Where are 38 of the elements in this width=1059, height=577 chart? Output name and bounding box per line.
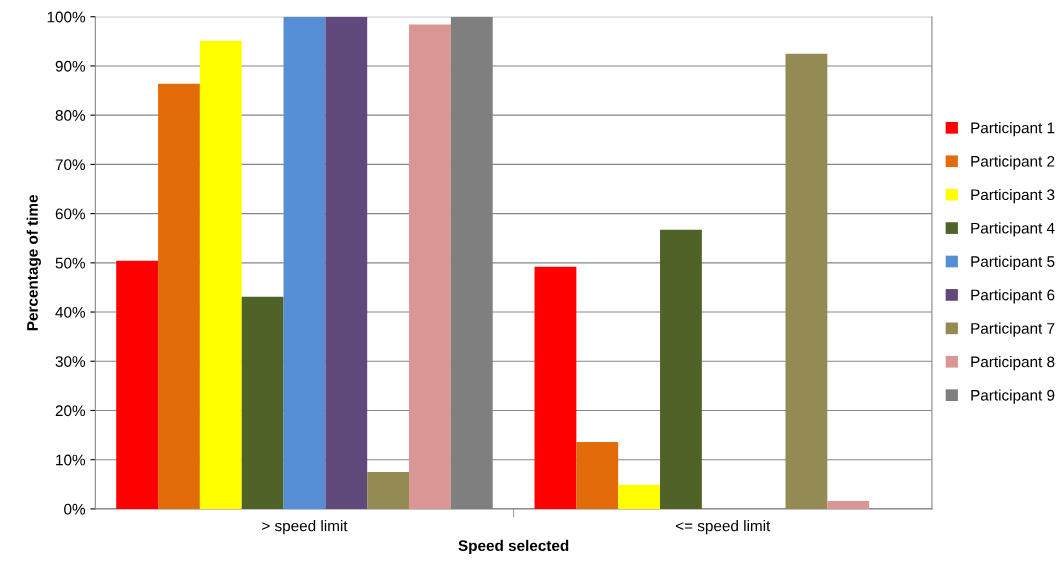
legend-label: Participant 7: [971, 322, 1055, 337]
bar: [325, 16, 368, 509]
bar: [827, 501, 870, 509]
bar: [283, 16, 326, 509]
y-tick-label: 40%: [55, 306, 86, 318]
bar: [409, 24, 451, 509]
y-tick-label: 20%: [55, 405, 86, 417]
bar: [618, 484, 661, 509]
x-tick-label: <= speed limit: [675, 520, 771, 535]
legend-label: Participant 9: [971, 389, 1055, 404]
bar: [199, 40, 242, 509]
y-tick-label: 10%: [56, 454, 86, 466]
legend-label: Participant 1: [971, 122, 1055, 137]
y-tick-label: 90%: [55, 60, 86, 72]
y-tick-label: 100%: [47, 11, 86, 23]
y-tick-label: 70%: [55, 159, 86, 171]
bar: [241, 296, 284, 509]
bar: [534, 266, 577, 509]
legend-label: Participant 8: [971, 356, 1055, 371]
y-tick-label: 80%: [55, 110, 86, 121]
bar: [158, 83, 200, 509]
legend-label: Participant 4: [971, 222, 1055, 237]
y-axis-title: Percentage of time: [26, 194, 41, 331]
legend-label: Participant 2: [971, 155, 1055, 170]
y-tick-label: 50%: [55, 257, 86, 269]
x-axis-title: Speed selected: [458, 539, 569, 555]
bar: [576, 441, 619, 509]
x-tick-label: > speed limit: [262, 520, 348, 535]
bar: [785, 53, 828, 509]
y-tick-label: 60%: [55, 208, 86, 220]
legend-label: Participant 5: [971, 255, 1055, 270]
y-tick-label: 0%: [64, 503, 86, 515]
y-tick-label: 30%: [55, 356, 86, 367]
bar: [367, 472, 410, 509]
legend-label: Participant 3: [971, 188, 1055, 204]
bar: [660, 229, 702, 509]
bar: [116, 260, 159, 509]
legend-label: Participant 6: [971, 289, 1055, 304]
